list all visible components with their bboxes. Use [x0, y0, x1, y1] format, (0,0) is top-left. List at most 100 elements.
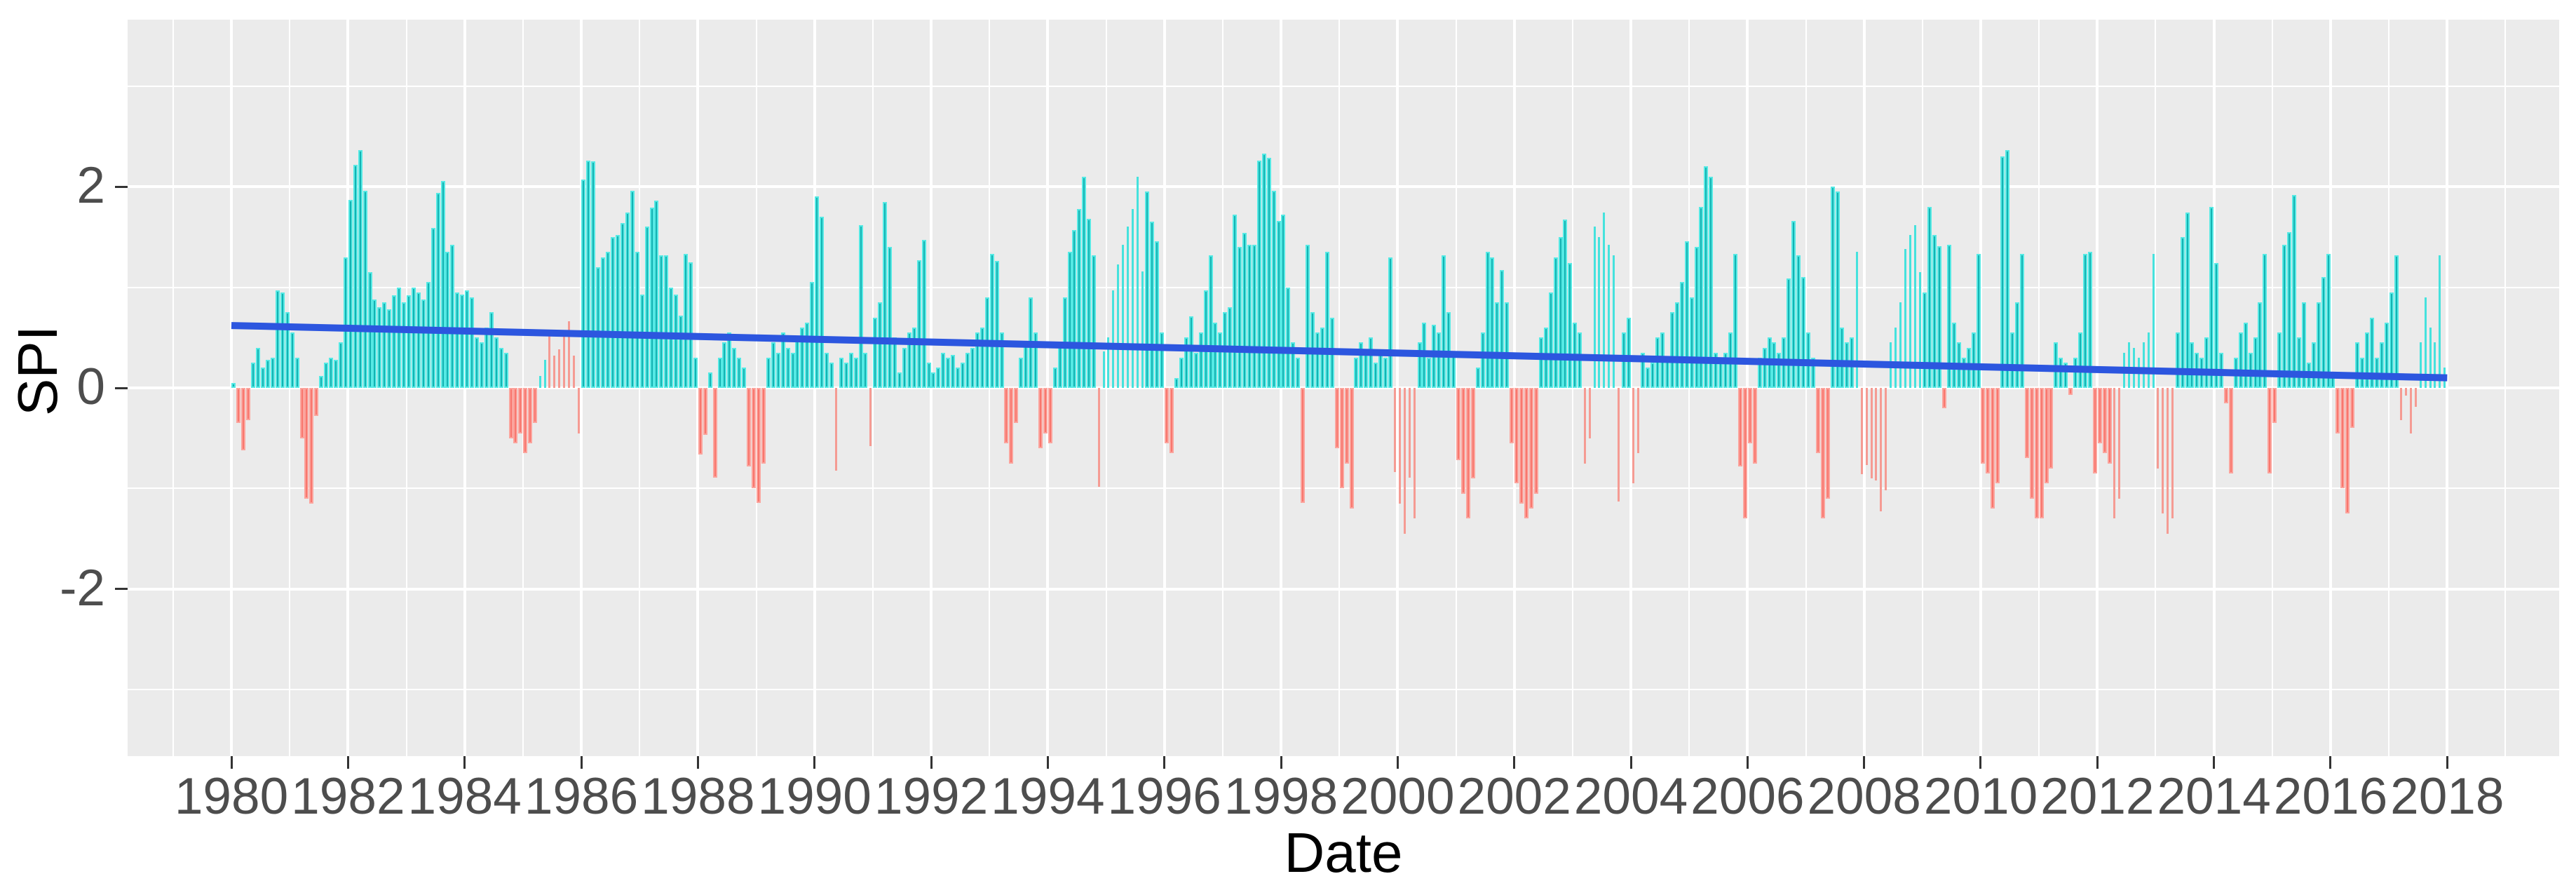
spi-bar-positive — [1787, 278, 1791, 388]
spi-bar-positive — [2292, 194, 2296, 388]
spi-bar-positive — [2374, 357, 2379, 388]
spi-bar-positive — [563, 335, 566, 388]
spi-bar-positive — [1563, 220, 1568, 388]
spi-bar-positive — [664, 255, 669, 388]
spi-bar-negative — [2228, 388, 2233, 473]
spi-bar-positive — [367, 272, 372, 388]
spi-bar-positive — [873, 317, 878, 388]
spi-bar-positive — [1369, 337, 1374, 388]
x-tick-mark — [1046, 756, 1049, 769]
spi-bar-negative — [1409, 388, 1411, 478]
spi-bar-positive — [475, 337, 480, 388]
spi-bar-positive — [1117, 264, 1120, 388]
spi-bar-negative — [1344, 388, 1349, 464]
spi-bar-positive — [445, 252, 450, 388]
spi-bar-negative — [299, 388, 304, 438]
spi-bar-negative — [1404, 388, 1406, 534]
spi-bar-positive — [1598, 236, 1601, 388]
spi-bar-negative — [1991, 388, 1995, 509]
spi-bar-positive — [1082, 176, 1087, 388]
spi-bar-negative — [756, 388, 761, 503]
spi-bar-positive — [455, 292, 460, 388]
spi-bar-positive — [2311, 342, 2316, 388]
spi-bar-positive — [2306, 363, 2311, 388]
spi-bar-negative — [2267, 388, 2272, 473]
spi-bar-positive — [450, 245, 455, 388]
spi-bar-negative — [2102, 388, 2107, 454]
spi-bar-positive — [387, 309, 392, 388]
x-tick-label: 1988 — [641, 768, 755, 825]
spi-bar-positive — [820, 217, 825, 388]
spi-bar-positive — [1256, 160, 1261, 388]
x-tick-mark — [1396, 756, 1399, 769]
spi-bar-negative — [2024, 388, 2029, 459]
spi-bar-positive — [620, 222, 625, 388]
major-gridline-vertical — [1862, 20, 1866, 756]
spi-bar-positive — [1388, 257, 1392, 388]
spi-bar-positive — [1359, 342, 1364, 388]
x-tick-mark — [1746, 756, 1749, 769]
spi-bar-negative — [304, 388, 309, 499]
spi-bar-positive — [1655, 337, 1660, 388]
spi-bar-positive — [2127, 342, 2130, 388]
spi-bar-positive — [916, 260, 921, 388]
spi-bar-positive — [1247, 245, 1252, 388]
spi-bar-negative — [2272, 388, 2277, 424]
y-tick-label: 2 — [76, 157, 105, 215]
spi-bar-positive — [1062, 297, 1067, 388]
spi-bar-negative — [2113, 388, 2116, 519]
spi-bar-positive — [1024, 342, 1029, 388]
spi-bar-positive — [479, 342, 484, 388]
spi-bar-negative — [761, 388, 766, 464]
spi-bar-positive — [377, 307, 382, 388]
y-tick-mark — [115, 386, 128, 389]
spi-bar-positive — [1593, 227, 1596, 388]
spi-bar-positive — [1092, 255, 1097, 388]
spi-bar-positive — [1961, 357, 1966, 388]
spi-bar-positive — [2355, 342, 2360, 388]
minor-gridline-horizontal — [128, 286, 2559, 288]
spi-bar-positive — [1446, 312, 1451, 388]
spi-bar-negative — [2345, 388, 2350, 514]
spi-bar-positive — [1495, 302, 1500, 388]
spi-bar-negative — [1470, 388, 1475, 479]
x-tick-mark — [230, 756, 233, 769]
spi-bar-positive — [2434, 342, 2436, 388]
spi-bar-positive — [1422, 322, 1427, 388]
spi-bar-negative — [712, 388, 717, 478]
spi-bar-positive — [888, 247, 893, 388]
spi-bar-negative — [246, 388, 251, 420]
spi-bar-negative — [1038, 388, 1043, 449]
x-tick-label: 2006 — [1690, 768, 1805, 825]
spi-bar-positive — [1271, 190, 1276, 388]
spi-bar-positive — [1490, 257, 1495, 388]
spi-bar-negative — [1825, 388, 1830, 499]
spi-bar-positive — [863, 352, 868, 388]
x-tick-label: 2004 — [1573, 768, 1688, 825]
spi-bar-positive — [1850, 337, 1855, 388]
x-tick-mark — [1163, 756, 1166, 769]
spi-bar-positive — [926, 363, 931, 388]
spi-bar-positive — [402, 302, 407, 388]
spi-bar-negative — [1533, 388, 1538, 494]
spi-bar-positive — [338, 342, 343, 388]
spi-bar-negative — [1009, 388, 1014, 464]
spi-bar-negative — [1747, 388, 1752, 443]
spi-bar-negative — [1043, 388, 1048, 433]
spi-bar-negative — [1510, 388, 1514, 443]
spi-bar-negative — [2404, 388, 2407, 396]
spi-bar-positive — [2243, 322, 2248, 388]
spi-bar-positive — [2054, 342, 2059, 388]
spi-bar-positive — [1684, 241, 1689, 388]
spi-bar-negative — [1339, 388, 1344, 489]
spi-bar-negative — [1815, 388, 1820, 454]
spi-bar-positive — [1193, 352, 1198, 388]
spi-bar-positive — [2419, 342, 2422, 388]
spi-bar-negative — [2162, 388, 2164, 514]
spi-bar-positive — [732, 347, 737, 388]
spi-bar-positive — [329, 357, 334, 388]
spi-bar-positive — [1296, 357, 1301, 388]
x-tick-mark — [2213, 756, 2216, 769]
spi-bar-positive — [1805, 332, 1810, 388]
